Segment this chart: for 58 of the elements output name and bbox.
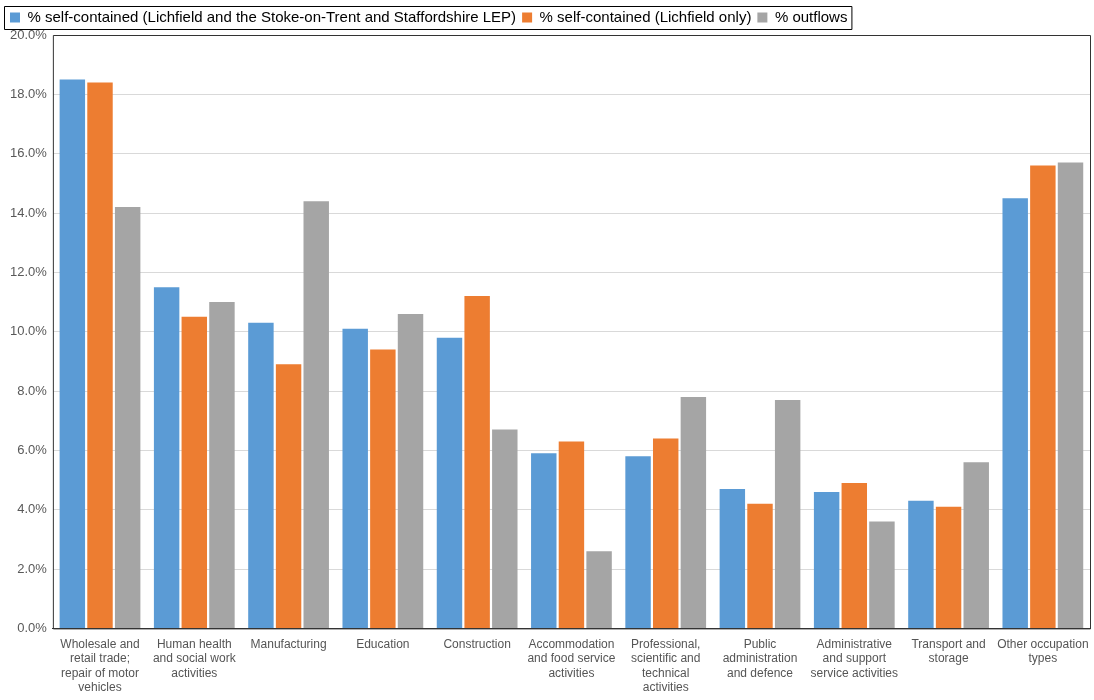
y-tick-label: 10.0% — [9, 323, 48, 339]
y-tick-label: 6.0% — [17, 441, 48, 457]
bar — [114, 207, 141, 628]
bar — [1057, 162, 1084, 628]
bar — [963, 462, 989, 628]
bar — [869, 521, 895, 628]
x-tick-label: Construction — [443, 636, 511, 651]
x-tick-label: Administrative and support service activities — [810, 636, 898, 680]
bar — [841, 483, 868, 628]
x-tick-label: Public administration and defence — [722, 636, 798, 680]
bar — [436, 337, 463, 628]
legend-label: % self-contained (Lichfield and the Stoke-on-Trent and Staffordshire LEP) — [27, 7, 517, 25]
y-tick-label: 4.0% — [17, 501, 48, 517]
bar — [586, 551, 612, 628]
bar — [370, 349, 396, 628]
y-tick-label: 8.0% — [17, 382, 48, 398]
bar — [774, 399, 801, 628]
y-tick-label: 14.0% — [9, 204, 48, 220]
bar — [747, 503, 773, 628]
bar — [464, 296, 490, 628]
bar — [59, 79, 86, 628]
x-tick-label: Wholesale and retail trade; repair of motor vehicles — [60, 636, 140, 695]
y-tick-label: 20.0% — [9, 26, 48, 42]
x-tick-label: Other occupation types — [997, 636, 1089, 666]
bar — [275, 364, 302, 628]
x-tick-label: Transport and storage — [911, 636, 986, 666]
bar — [153, 287, 180, 628]
bar — [680, 396, 707, 628]
bar — [652, 438, 679, 628]
y-tick-label: 16.0% — [9, 145, 48, 161]
y-tick-label: 0.0% — [17, 619, 48, 635]
bar — [908, 500, 934, 628]
x-tick-label: Human health and social work activities — [152, 636, 237, 680]
x-tick-label: Education — [356, 636, 410, 651]
y-tick-label: 2.0% — [17, 560, 48, 576]
x-tick-label: Manufacturing — [250, 636, 327, 651]
bar — [935, 506, 962, 628]
x-tick-label: Accommodation and food service activities — [527, 636, 616, 680]
bar — [248, 322, 274, 628]
bar — [531, 453, 557, 628]
x-tick-label: Professional, scientific and technical activities — [631, 636, 701, 695]
legend-label: % self-contained (Lichfield only) — [539, 7, 752, 25]
y-tick-label: 12.0% — [9, 263, 48, 279]
bar — [181, 316, 208, 628]
bar — [87, 82, 113, 628]
bar — [625, 456, 651, 628]
bar — [1002, 198, 1028, 628]
bar — [558, 441, 585, 628]
bar — [813, 491, 840, 628]
bar — [1030, 165, 1056, 628]
bar — [719, 488, 746, 628]
legend-label: % outflows — [774, 7, 848, 25]
bar — [342, 328, 368, 628]
y-tick-label: 18.0% — [9, 85, 48, 101]
bar — [492, 429, 518, 628]
bar — [303, 201, 329, 628]
bar — [209, 302, 235, 628]
bar — [397, 313, 424, 628]
